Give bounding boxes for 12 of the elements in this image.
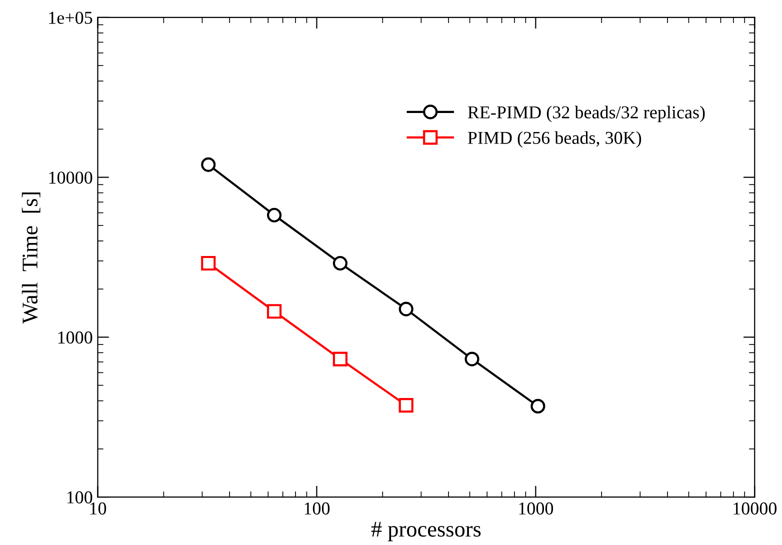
y-tick-label: 1e+05 [49,12,92,24]
legend-label: PIMD (256 beads, 30K) [468,131,642,148]
x-tick-label: 1000 [519,502,554,515]
x-tick-label: 10000 [734,502,777,515]
y-axis-title: Wall Time [s] [22,192,40,324]
x-tick-label: 100 [304,502,330,515]
y-tick-label: 10000 [49,172,92,184]
y-tick-label: 1000 [58,331,92,344]
x-tick-label: 10 [90,502,106,515]
x-axis-title: # processors [371,522,481,542]
y-tick-label: 100 [67,491,92,504]
legend-label: RE-PIMD (32 beads/32 replicas) [468,106,705,122]
